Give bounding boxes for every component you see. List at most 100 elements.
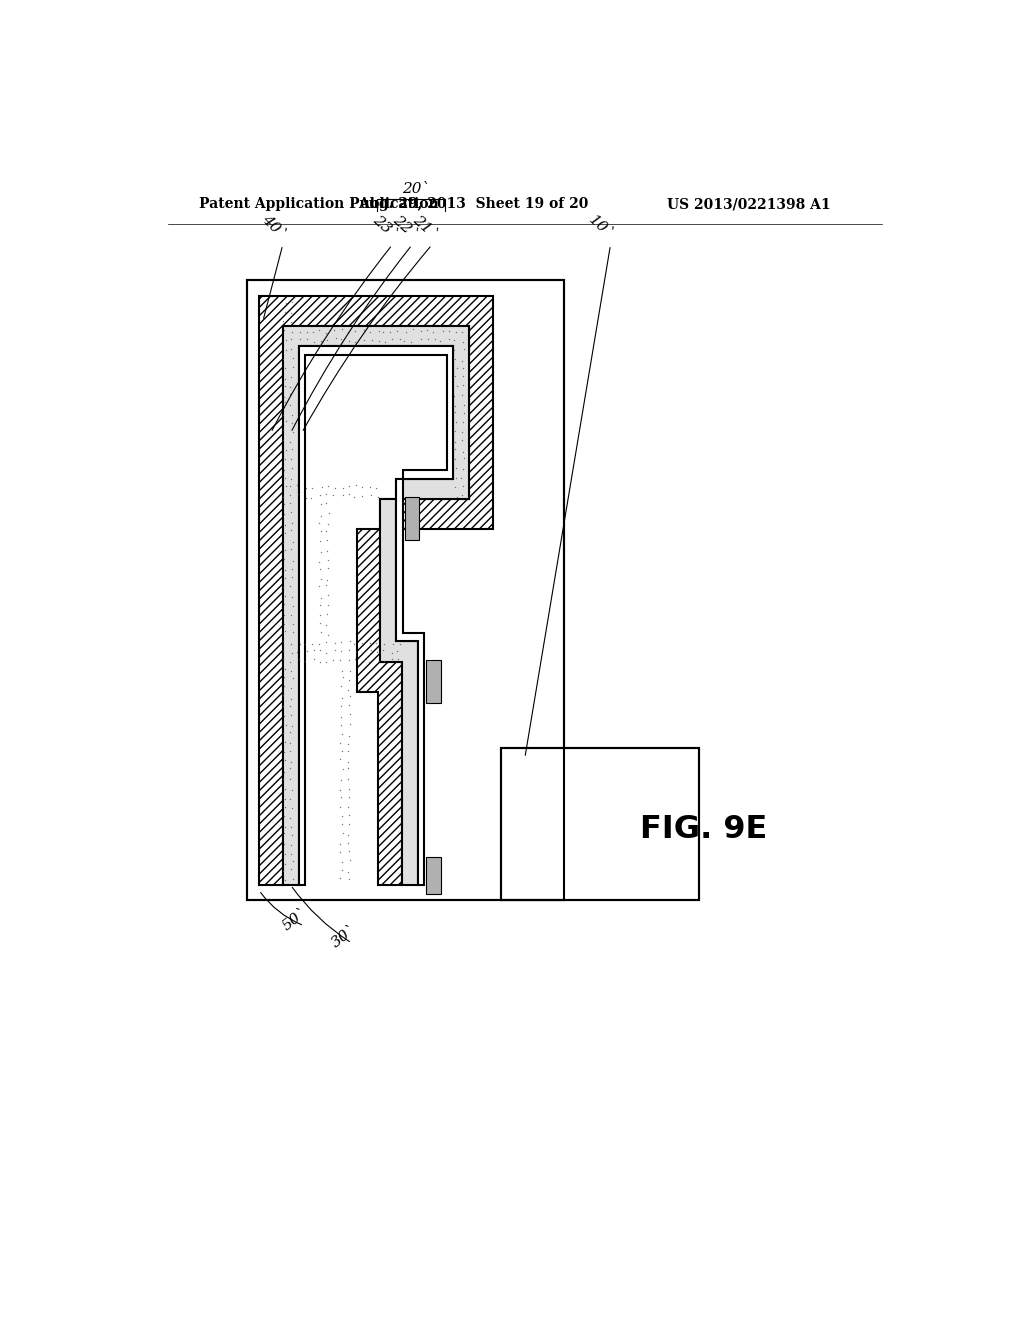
Point (297, 634, 313, 655)
Point (354, 642, 371, 663)
Point (434, 321, 451, 342)
Point (275, 762, 292, 783)
Point (282, 758, 298, 779)
Point (292, 634, 308, 655)
Point (454, 429, 470, 450)
Point (317, 520, 334, 541)
Point (340, 734, 356, 755)
Point (383, 329, 399, 350)
Point (292, 329, 308, 350)
Point (284, 329, 300, 350)
Point (404, 318, 421, 339)
Point (274, 348, 291, 370)
Point (332, 833, 348, 854)
Point (334, 805, 350, 826)
Point (275, 768, 292, 789)
Point (306, 640, 323, 661)
Point (276, 706, 293, 727)
Point (454, 384, 470, 405)
Point (318, 603, 335, 624)
Point (276, 549, 293, 570)
Point (341, 649, 357, 671)
Point (283, 689, 299, 710)
Text: US 2013/0221398 A1: US 2013/0221398 A1 (667, 197, 830, 211)
Point (370, 487, 386, 508)
Point (321, 502, 337, 523)
Point (449, 412, 465, 433)
Point (319, 475, 336, 496)
Point (285, 869, 301, 890)
Point (392, 634, 409, 655)
Point (274, 486, 291, 507)
Point (425, 321, 441, 342)
Point (325, 484, 341, 506)
Point (275, 667, 292, 688)
Point (275, 822, 292, 843)
Point (283, 366, 299, 387)
Point (274, 723, 291, 744)
Point (446, 385, 463, 407)
Point (319, 585, 336, 606)
Point (275, 648, 292, 669)
Point (278, 301, 294, 322)
Point (283, 449, 299, 470)
Point (455, 475, 471, 496)
Point (283, 520, 299, 541)
Point (284, 797, 300, 818)
Point (446, 348, 463, 370)
Point (334, 686, 350, 708)
Point (333, 329, 349, 350)
Point (282, 788, 298, 809)
Point (283, 807, 299, 828)
Point (332, 780, 348, 801)
Point (446, 401, 463, 422)
Point (282, 576, 298, 597)
Point (299, 640, 315, 661)
Point (341, 639, 357, 660)
Bar (426, 660, 440, 702)
Point (282, 376, 298, 397)
Point (449, 358, 465, 379)
Point (283, 312, 299, 333)
Point (318, 541, 335, 562)
Point (283, 302, 299, 323)
Point (278, 411, 294, 432)
Point (275, 696, 292, 717)
Point (284, 825, 300, 846)
Point (282, 492, 298, 513)
Point (341, 779, 357, 800)
Point (275, 577, 292, 598)
Point (319, 529, 336, 550)
Point (310, 576, 327, 597)
Bar (404, 498, 419, 540)
Point (283, 768, 299, 789)
Point (341, 694, 357, 715)
Point (285, 347, 301, 368)
Point (341, 840, 357, 861)
Point (413, 321, 429, 342)
Point (285, 550, 301, 572)
Point (332, 733, 348, 754)
Point (312, 622, 329, 643)
Point (455, 441, 471, 462)
Bar (426, 858, 440, 894)
Point (303, 478, 319, 499)
Point (420, 329, 436, 350)
Point (339, 680, 355, 701)
Point (282, 733, 298, 754)
Point (305, 648, 322, 669)
Point (284, 587, 300, 609)
Point (369, 642, 385, 663)
Point (312, 494, 329, 515)
Point (447, 449, 464, 470)
Point (285, 850, 301, 871)
Point (284, 438, 300, 459)
Point (278, 540, 294, 561)
Point (312, 587, 329, 609)
Point (371, 651, 387, 672)
Point (297, 651, 313, 672)
Point (382, 322, 398, 343)
Point (332, 867, 348, 888)
Point (278, 358, 294, 379)
Point (283, 651, 299, 672)
